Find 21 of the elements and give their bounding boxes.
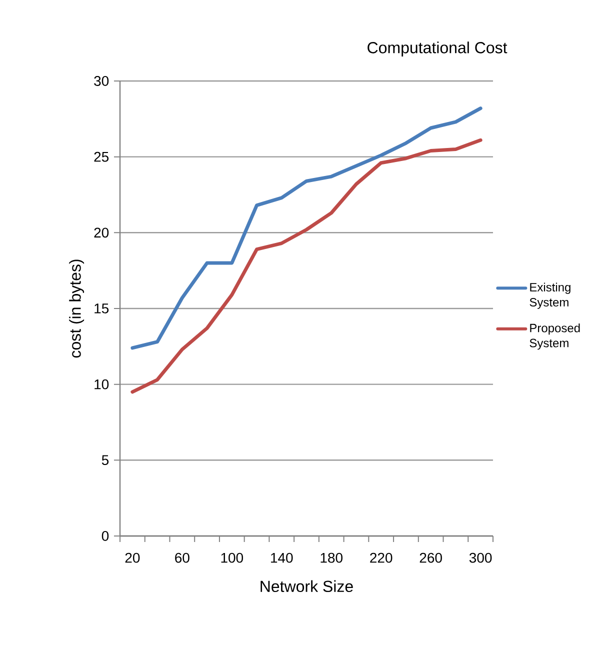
y-tick-label: 15 [94,304,109,314]
x-tick-label: 100 [221,552,244,563]
x-tick-label: 60 [175,552,190,563]
x-tick-label: 20 [125,552,140,563]
legend-label: Existing System [530,282,570,309]
y-tick-label: 0 [102,531,109,541]
y-tick-label: 20 [94,228,109,238]
x-tick-label: 260 [420,552,442,563]
line-series [130,138,482,394]
x-tick-label: 300 [469,552,492,563]
y-tick-label: 10 [94,379,109,390]
y-tick-label: 30 [94,76,109,86]
x-tick-label: 220 [370,552,392,563]
y-axis-title: cost (in bytes) [69,260,84,358]
y-tick-label: 5 [102,455,109,466]
chart-title: Computational Cost [368,42,508,57]
x-tick-label: 180 [320,552,342,563]
x-tick-label: 140 [271,552,293,563]
y-tick-label: 25 [94,152,109,162]
legend-label: Proposed System [530,323,580,350]
x-axis-title: Network Size [260,580,353,592]
